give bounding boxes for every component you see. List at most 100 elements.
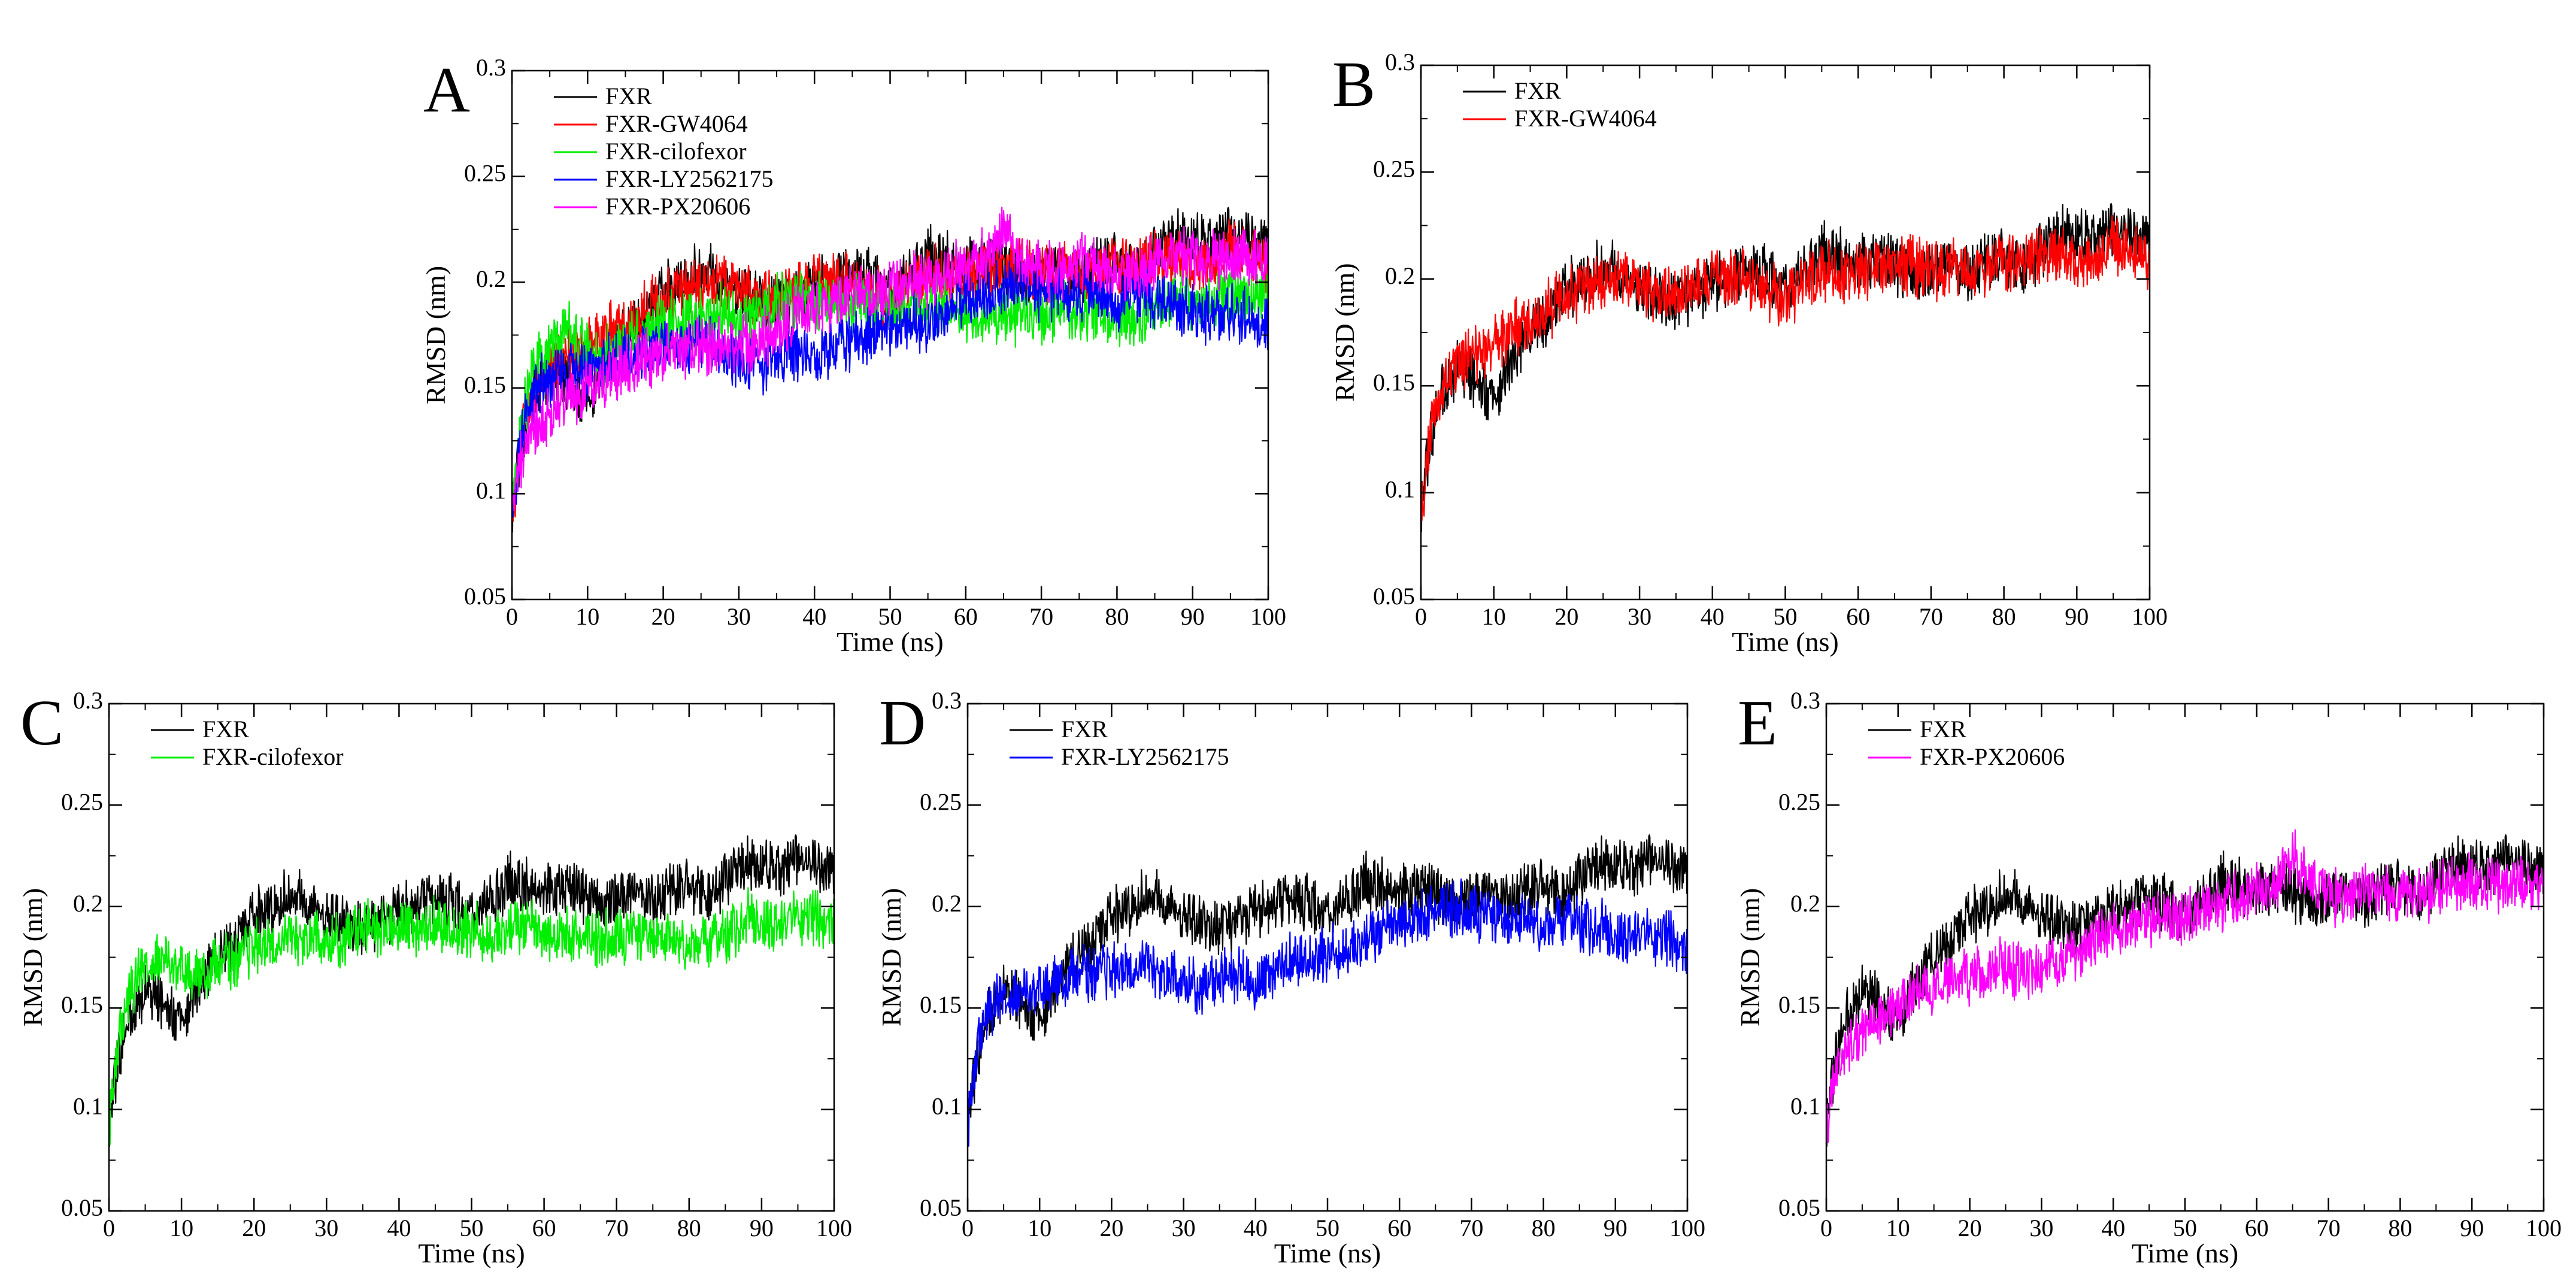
x-tick-label: 80 — [1532, 1215, 1556, 1241]
traces — [1421, 202, 2150, 532]
y-tick-label: 0.25 — [1373, 155, 1415, 182]
y-tick-label: 0.3 — [1790, 687, 1820, 714]
x-tick-label: 60 — [532, 1215, 556, 1241]
x-tick-label: 20 — [1099, 1215, 1123, 1241]
y-tick-label: 0.2 — [932, 890, 962, 917]
series-fxr-px20606 — [512, 207, 1268, 512]
y-axis-label: RMSD (nm) — [876, 888, 907, 1026]
y-tick-label: 0.1 — [73, 1093, 103, 1120]
y-tick-label: 0.2 — [1385, 262, 1415, 289]
x-axis-label: Time (ns) — [418, 1238, 525, 1268]
x-axis-label: Time (ns) — [1274, 1238, 1381, 1268]
y-tick-label: 0.3 — [932, 687, 962, 714]
series-fxr-cilofexor — [512, 263, 1268, 514]
series-fxr — [109, 834, 834, 1147]
y-tick-label: 0.2 — [476, 265, 506, 292]
series-fxr-gw4064 — [1421, 214, 2150, 521]
x-tick-label: 90 — [750, 1215, 774, 1241]
x-tick-label: 60 — [2245, 1215, 2269, 1241]
x-tick-label: 100 — [1250, 603, 1286, 630]
series-fxr-cilofexor — [109, 887, 834, 1146]
panel-letter: E — [1738, 688, 1777, 759]
legend-label: FXR-cilofexor — [605, 138, 747, 165]
y-tick-label: 0.1 — [932, 1093, 962, 1120]
y-tick-label: 0.05 — [61, 1194, 103, 1221]
y-axis-label: RMSD (nm) — [1329, 263, 1360, 401]
panel-a: 0 10 20 30 40 50 60 70 80 90 100 0.05 0.1 0.15 0.2 0.25… — [420, 54, 1286, 657]
x-tick-label: 100 — [2526, 1215, 2562, 1241]
y-tick-label: 0.15 — [464, 371, 506, 398]
y-tick-label: 0.15 — [920, 991, 962, 1018]
y-tick-label: 0.05 — [464, 583, 506, 610]
traces — [109, 834, 834, 1147]
legend-label: FXR-GW4064 — [1514, 105, 1657, 132]
legend-label: FXR — [1920, 716, 1966, 743]
legend-label: FXR-GW4064 — [605, 110, 748, 137]
x-tick-label: 80 — [1992, 603, 2016, 630]
y-tick-label: 0.05 — [920, 1194, 962, 1221]
x-tick-label: 20 — [242, 1215, 266, 1241]
traces — [512, 207, 1268, 533]
x-tick-label: 0 — [506, 603, 518, 630]
traces — [1826, 829, 2544, 1147]
x-tick-label: 60 — [1846, 603, 1870, 630]
x-tick-label: 30 — [314, 1215, 338, 1241]
x-tick-label: 60 — [954, 603, 978, 630]
x-tick-label: 90 — [2460, 1215, 2484, 1241]
x-axis-label: Time (ns) — [837, 626, 944, 657]
panel-letter: A — [423, 54, 470, 126]
legend-label: FXR — [1514, 77, 1561, 104]
legend-label: FXR — [605, 83, 652, 110]
panel-letter: B — [1332, 49, 1375, 120]
y-tick-label: 0.25 — [61, 788, 103, 815]
x-tick-label: 70 — [2317, 1215, 2341, 1241]
panel-letter: D — [879, 688, 926, 759]
x-tick-label: 50 — [878, 603, 902, 630]
x-axis-label: Time (ns) — [2132, 1238, 2239, 1268]
x-tick-label: 20 — [1958, 1215, 1982, 1241]
x-tick-label: 80 — [677, 1215, 701, 1241]
x-tick-label: 10 — [169, 1215, 193, 1241]
x-tick-label: 10 — [1028, 1215, 1051, 1241]
y-tick-label: 0.15 — [1373, 369, 1415, 396]
x-tick-label: 70 — [605, 1215, 629, 1241]
plot-frame — [1825, 702, 2545, 1212]
y-tick-label: 0.25 — [920, 788, 962, 815]
x-axis-label: Time (ns) — [1732, 626, 1839, 657]
y-axis-label: RMSD (nm) — [420, 266, 451, 404]
x-tick-label: 30 — [1628, 603, 1651, 630]
y-tick-label: 0.1 — [476, 477, 506, 504]
series-fxr — [968, 834, 1687, 1147]
x-tick-label: 0 — [103, 1215, 115, 1241]
x-tick-label: 0 — [962, 1215, 974, 1241]
y-tick-label: 0.3 — [476, 54, 506, 81]
x-tick-label: 10 — [1886, 1215, 1910, 1241]
x-tick-label: 10 — [1482, 603, 1506, 630]
x-tick-label: 80 — [1105, 603, 1129, 630]
legend-label: FXR-PX20606 — [605, 193, 750, 220]
legend-label: FXR-LY2562175 — [1061, 743, 1229, 770]
legend-label: FXR-LY2562175 — [605, 165, 773, 192]
y-tick-label: 0.15 — [1778, 991, 1820, 1018]
y-tick-label: 0.25 — [1778, 788, 1820, 815]
x-tick-label: 20 — [1554, 603, 1578, 630]
x-tick-label: 50 — [2173, 1215, 2197, 1241]
x-tick-label: 50 — [1774, 603, 1798, 630]
panel-letter: C — [20, 688, 63, 759]
y-tick-label: 0.25 — [464, 160, 506, 187]
legend: FXRFXR-GW4064FXR-cilofexorFXR-LY2562175F… — [554, 83, 773, 220]
x-tick-label: 20 — [651, 603, 675, 630]
x-tick-label: 30 — [727, 603, 751, 630]
y-axis-label: RMSD (nm) — [1735, 888, 1765, 1026]
x-tick-label: 30 — [2029, 1215, 2053, 1241]
legend-label: FXR — [1061, 716, 1108, 743]
y-tick-label: 0.2 — [1790, 890, 1820, 917]
x-tick-label: 70 — [1459, 1215, 1483, 1241]
x-tick-label: 40 — [387, 1215, 411, 1241]
x-tick-label: 0 — [1820, 1215, 1832, 1241]
x-tick-label: 50 — [460, 1215, 484, 1241]
y-tick-label: 0.3 — [1385, 49, 1415, 75]
